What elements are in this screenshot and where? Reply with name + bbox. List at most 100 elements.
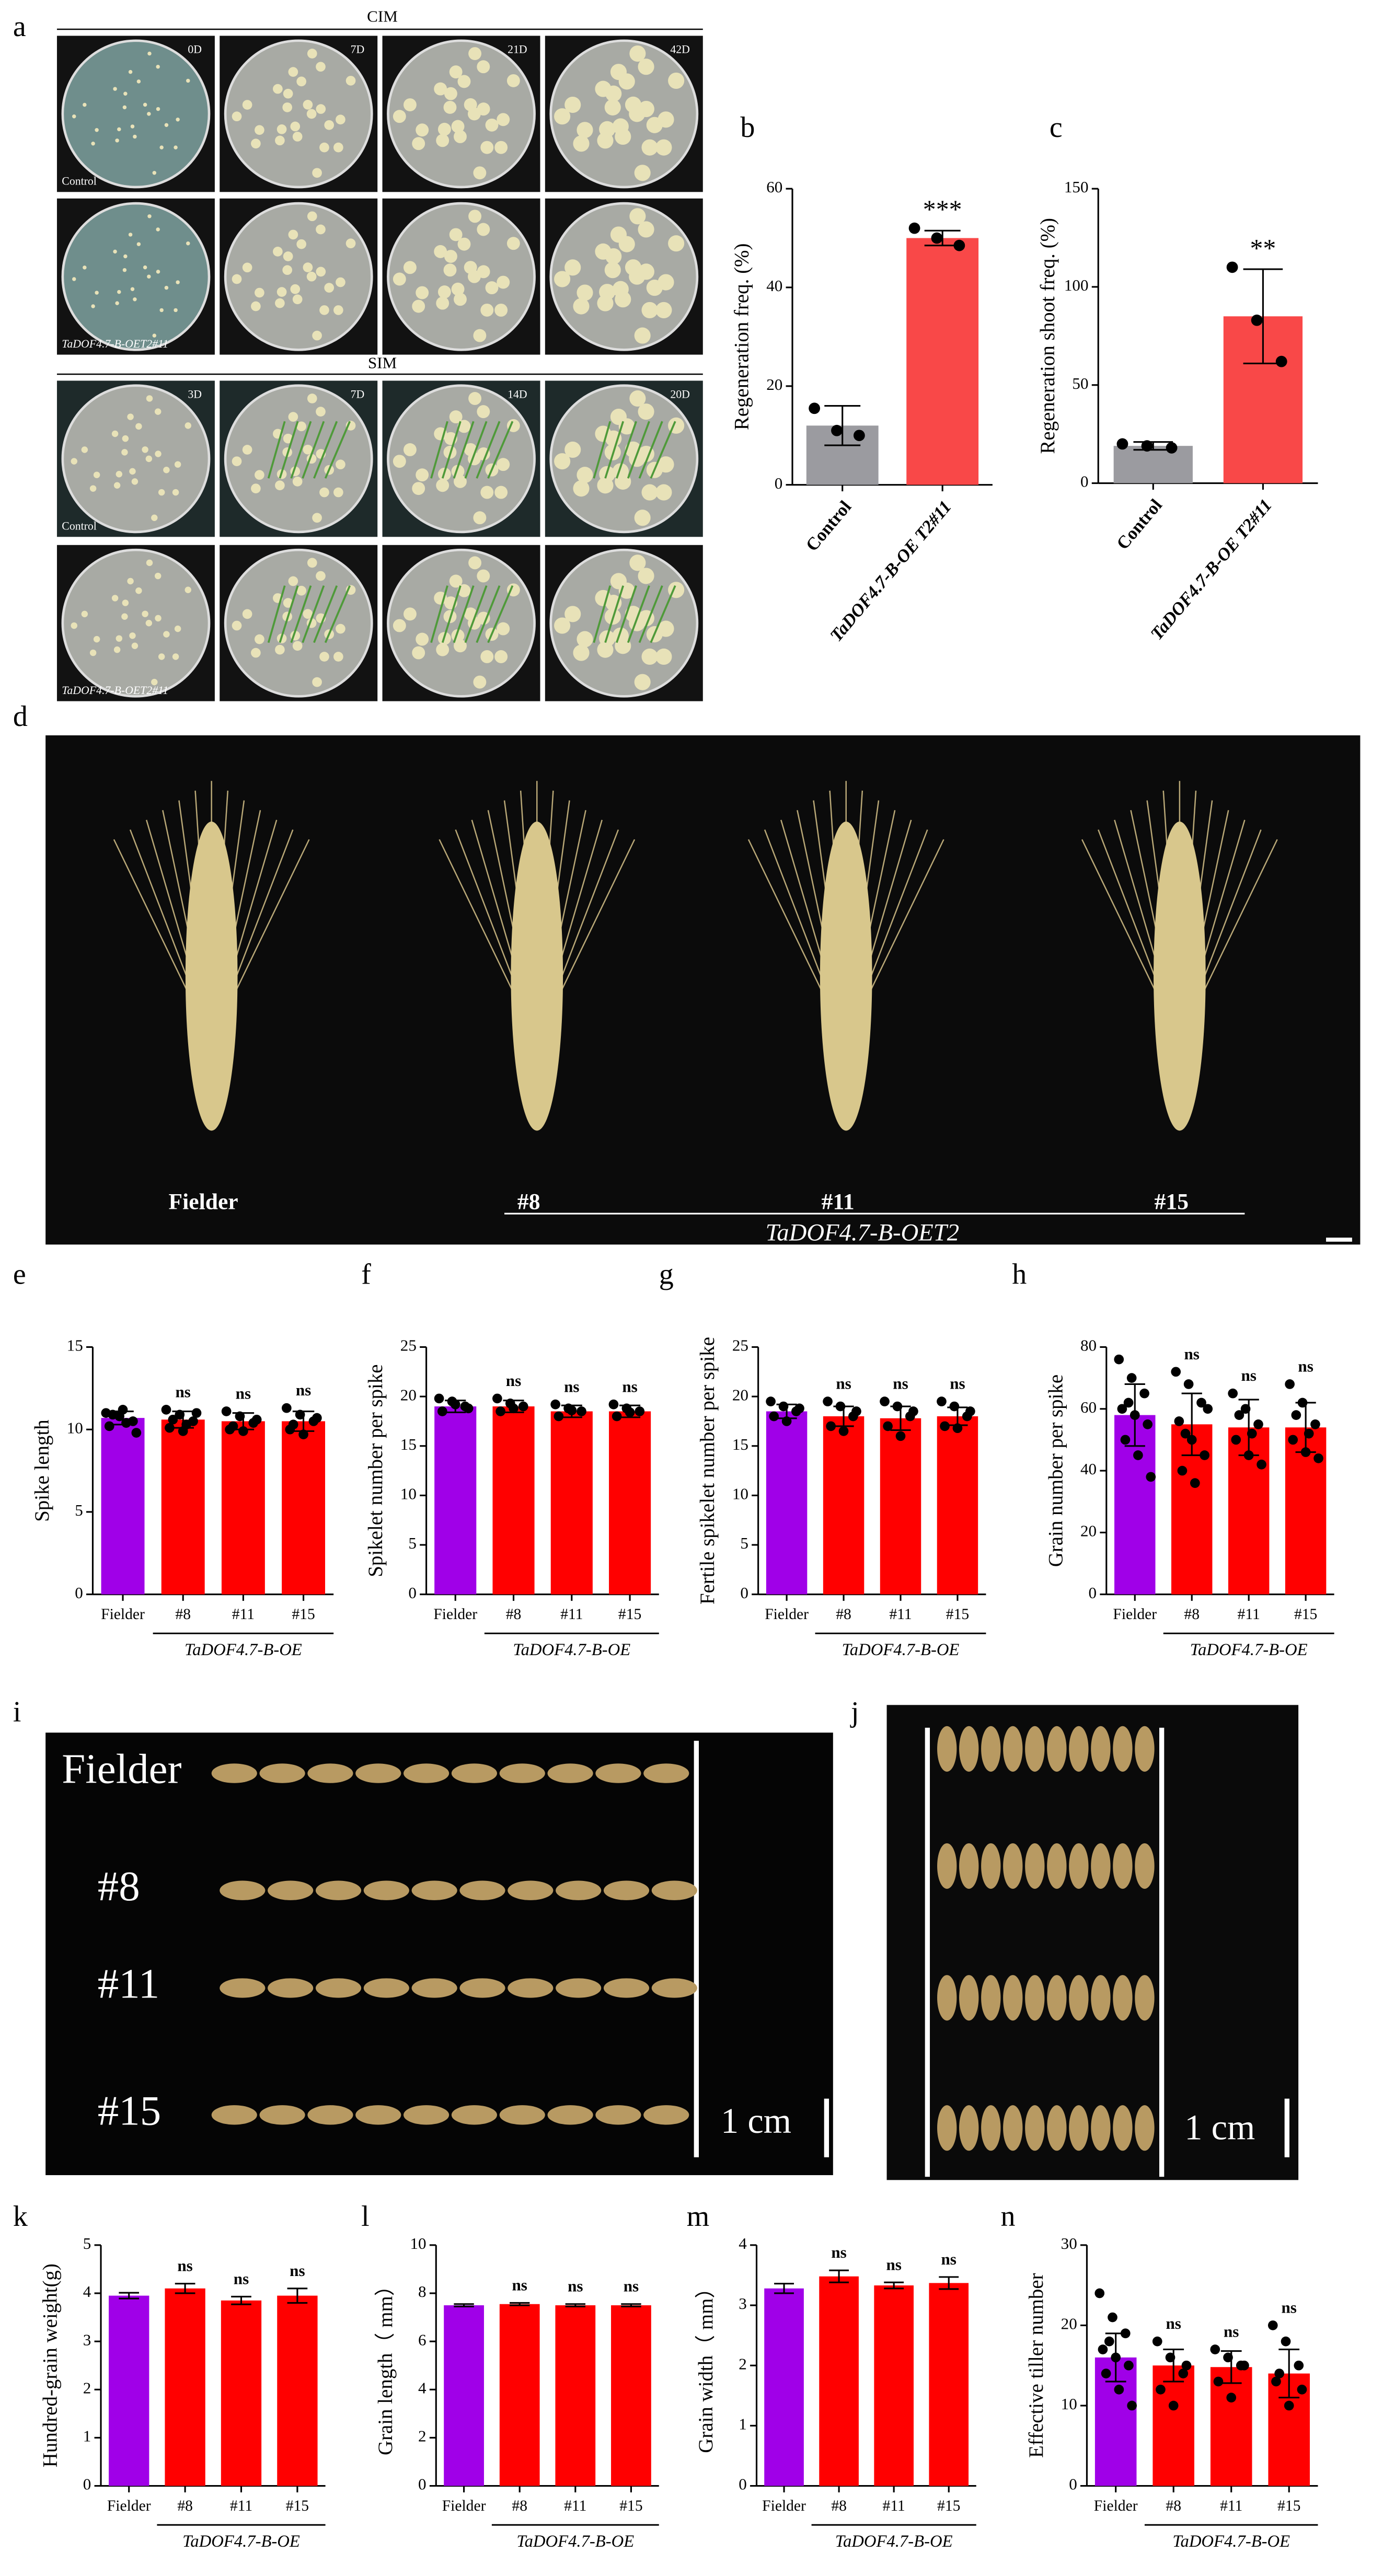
callus [89,485,97,492]
callus [130,287,135,291]
bar [764,2288,804,2486]
scale-label: 1 cm [1184,2108,1255,2147]
callus [634,674,651,690]
callus [454,475,467,488]
bar [161,1419,205,1595]
grain [499,2105,545,2125]
grain [404,2105,450,2125]
callus [316,407,326,417]
callus [324,283,335,293]
grain [404,1763,450,1783]
callus [303,609,313,619]
callus [135,423,142,430]
callus [117,290,121,294]
bar [906,238,979,485]
grain [1025,2105,1045,2151]
callus [464,261,477,274]
data-point [161,1405,171,1415]
grain [981,1843,1001,1889]
callus [296,76,307,87]
callus [444,250,457,263]
callus [130,124,135,129]
callus [232,620,242,631]
x-tick-label: #11 [230,2498,252,2514]
callus [113,87,117,91]
significance: ns [296,1381,311,1399]
callus [307,558,317,568]
data-point [168,1414,178,1425]
callus [232,111,242,122]
bar [221,2300,262,2486]
callus [111,595,119,602]
callus [468,392,482,405]
panel-label: j [850,1696,859,1728]
y-tick-label: 0 [75,1584,83,1602]
data-point [1104,2336,1114,2347]
callus [122,105,127,110]
callus [306,271,317,282]
data-point [835,1401,846,1412]
x-tick-label: #11 [883,2498,905,2514]
group-label: TaDOF4.7-B-OET2 [766,1219,959,1246]
data-point [635,1406,645,1416]
data-point [228,1421,238,1431]
y-tick-label: 8 [418,2282,427,2301]
data-point [1267,2320,1278,2330]
data-point [1275,355,1287,367]
callus [172,653,179,660]
callus [629,555,646,571]
callus [306,109,317,119]
y-axis-label: Spike length [31,1419,53,1522]
callus [436,479,450,492]
data-point [281,1403,292,1413]
bar [937,1416,978,1595]
data-point [809,402,821,414]
y-tick-label: 5 [75,1501,83,1519]
callus [121,449,128,456]
data-point [625,1407,635,1417]
callus [242,609,252,619]
callus [473,329,487,342]
grain [211,2105,257,2125]
x-tick-label: #11 [1238,1606,1260,1623]
grain [355,1763,401,1783]
y-tick-label: 10 [732,1485,748,1503]
shoot [604,421,625,479]
callus [129,468,136,475]
shoot [487,421,514,479]
grain [556,1880,602,1900]
callus [123,91,128,96]
callus [573,135,590,152]
y-tick-label: 0 [1069,2475,1077,2493]
callus [273,84,283,94]
callus [185,422,191,429]
data-point [108,1410,118,1420]
data-point [1226,2393,1237,2402]
callus [604,262,621,279]
data-point [1247,1428,1257,1439]
grain [651,1978,697,1998]
callus [113,249,117,254]
data-point [1313,1453,1323,1463]
callus [436,643,450,656]
grain [220,1978,266,1998]
shoot [487,585,514,643]
callus [473,166,487,180]
data-point [1180,1428,1191,1439]
callus [312,168,322,178]
callus [638,101,654,118]
callus [164,285,169,290]
bar [1210,2367,1252,2486]
callus [292,641,303,651]
significance: ns [512,2275,527,2294]
grain-photo [45,1732,833,2175]
grain [1047,2105,1067,2151]
data-point [1251,314,1263,326]
data-point [221,1406,232,1416]
callus [494,486,508,499]
data-point [118,1405,128,1415]
callus [255,634,264,644]
y-tick-label: 0 [1080,472,1089,491]
callus [156,64,160,69]
grain [459,1880,505,1900]
